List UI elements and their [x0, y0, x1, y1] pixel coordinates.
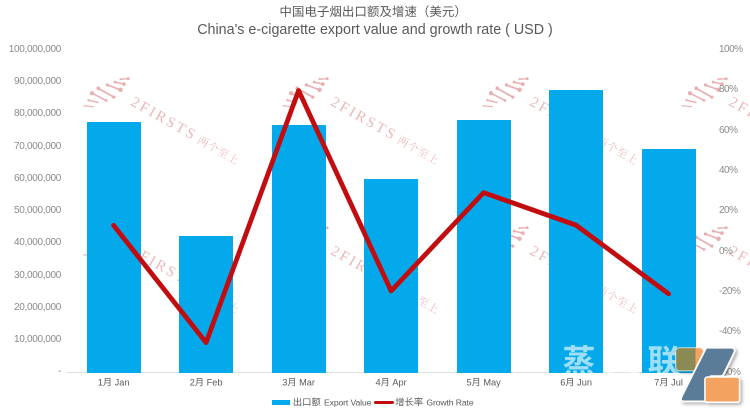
- svg-text:Export Value: Export Value: [324, 397, 372, 407]
- svg-text:Growth Rate: Growth Rate: [426, 397, 473, 407]
